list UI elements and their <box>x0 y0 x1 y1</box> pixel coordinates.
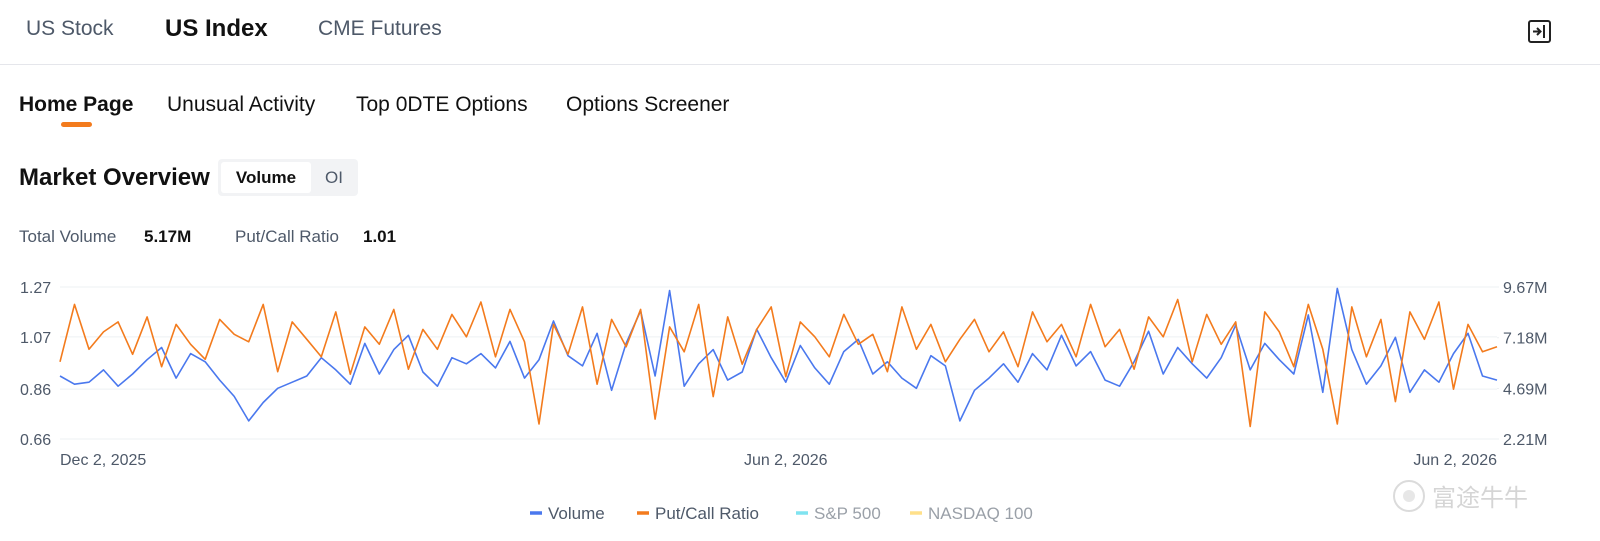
y-tick-label: 1.27 <box>20 280 51 297</box>
stat-value: 5.17M <box>144 227 192 246</box>
legend-label: NASDAQ 100 <box>928 504 1033 523</box>
y-tick-label: 1.07 <box>20 330 51 347</box>
x-tick-label: Jun 2, 2026 <box>1413 452 1497 469</box>
tab[interactable]: US Stock <box>26 17 114 40</box>
divider <box>0 64 1600 65</box>
legend-label: Volume <box>548 504 605 523</box>
stat-value: 1.01 <box>363 227 397 246</box>
series-line <box>59 287 1498 422</box>
x-tick-label: Dec 2, 2025 <box>60 452 146 469</box>
stat-label: Total Volume <box>19 227 117 246</box>
tab[interactable]: CME Futures <box>318 17 442 40</box>
series-line <box>59 298 1498 428</box>
y-tick-label: 0.86 <box>20 382 51 399</box>
y-tick-label: 0.66 <box>20 432 51 449</box>
icon-frame <box>1528 20 1551 43</box>
subtab[interactable]: Options Screener <box>566 93 730 116</box>
tab-active[interactable]: US Index <box>165 15 268 42</box>
toggle-option[interactable]: OI <box>325 168 343 187</box>
subtab-active[interactable]: Home Page <box>19 93 134 116</box>
chart: 0.66 0.86 1.07 1.27 2.21M 4.69M 7.18M 9.67M Dec … <box>20 280 1547 523</box>
stat-label: Put/Call Ratio <box>235 227 339 246</box>
y2-tick-label: 2.21M <box>1503 432 1547 449</box>
watermark-logo <box>1393 479 1425 512</box>
legend-label: Put/Call Ratio <box>655 504 759 523</box>
section-title: Market Overview <box>19 164 210 191</box>
watermark-text: 富途牛牛 <box>1432 485 1528 512</box>
active-underline <box>61 122 92 127</box>
y2-tick-label: 9.67M <box>1503 280 1547 297</box>
collapse-button[interactable] <box>1527 19 1553 45</box>
y2-tick-label: 4.69M <box>1503 381 1547 398</box>
toggle-active[interactable]: Volume <box>221 162 311 193</box>
x-tick-label: Jun 2, 2026 <box>744 452 828 469</box>
icon-arrow <box>1533 27 1542 36</box>
legend-label: S&P 500 <box>814 504 881 523</box>
watermark: 富途牛牛 <box>1392 478 1528 513</box>
subtab[interactable]: Top 0DTE Options <box>356 93 528 116</box>
y2-tick-label: 7.18M <box>1503 331 1547 348</box>
subtab[interactable]: Unusual Activity <box>167 93 316 116</box>
